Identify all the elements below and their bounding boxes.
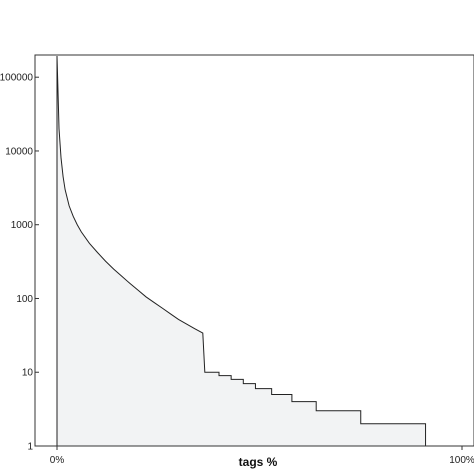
y-tick-label: 10000: [5, 146, 33, 157]
y-tick-label: 10: [22, 368, 34, 379]
x-tick-label: 100%: [449, 455, 474, 466]
x-axis-title: tags %: [239, 455, 278, 469]
axes: 1 10 100 1000 10000 100000 0% 100%: [0, 54, 474, 466]
y-tick-label: 1000: [11, 220, 34, 231]
area-fill: [57, 56, 426, 446]
y-tick-label: 100000: [0, 73, 33, 84]
x-tick-label: 0%: [50, 455, 65, 466]
plot-area: [56, 55, 427, 446]
y-tick-label: 1: [27, 442, 33, 453]
series-line: [56, 55, 427, 446]
plot-frame: [34, 54, 474, 447]
y-tick-label: 100: [16, 294, 33, 305]
